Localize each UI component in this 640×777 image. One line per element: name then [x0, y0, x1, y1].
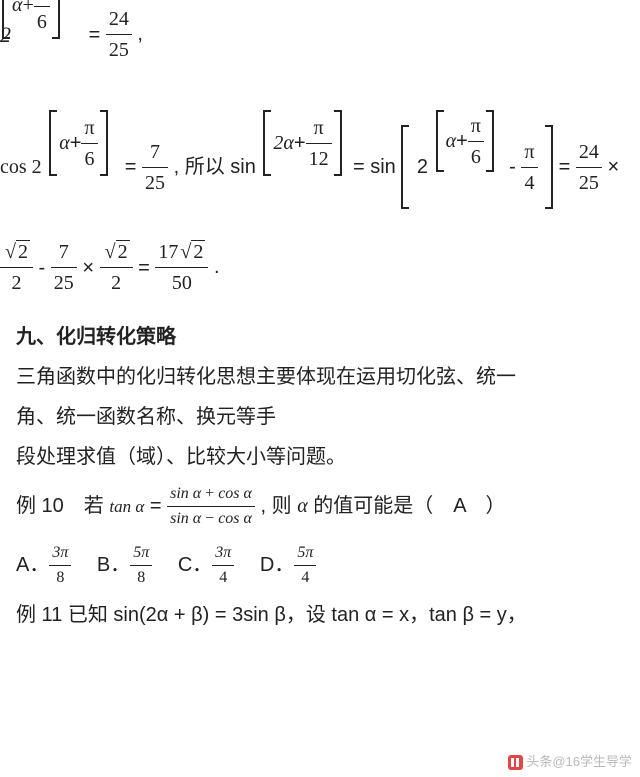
section-p3: 段处理求值（域）、比较大小等问题。 — [16, 442, 640, 472]
option-c: C．3π4 — [178, 541, 234, 590]
watermark: 头条@16学生导学 — [508, 752, 632, 772]
equation-2: cos 2 α+π6 = 725 , 所以 sin 2α+π12 = sin 2… — [0, 125, 640, 209]
section-title: 九、化归转化策略 — [16, 322, 640, 352]
equation-1: 2 α+π6 = 2425 , — [0, 4, 640, 65]
watermark-icon — [508, 755, 523, 770]
option-a: A．3π8 — [16, 541, 71, 590]
example-10: 例 10 若 tan α = sin α + cos α sin α − cos… — [16, 482, 640, 531]
option-d: D．5π4 — [260, 541, 316, 590]
example-11: 例 11 已知 sin(2α + β) = 3sin β，设 tan α = x… — [16, 600, 640, 630]
equation-3: 22 - 725 × 22 = 17250 . — [0, 237, 640, 298]
section-p2: 角、统一函数名称、换元等手 — [16, 402, 640, 432]
section-p1: 三角函数中的化归转化思想主要体现在运用切化弦、统一 — [16, 362, 640, 392]
option-b: B．5π8 — [97, 541, 152, 590]
example-10-options: A．3π8 B．5π8 C．3π4 D．5π4 — [16, 541, 640, 590]
